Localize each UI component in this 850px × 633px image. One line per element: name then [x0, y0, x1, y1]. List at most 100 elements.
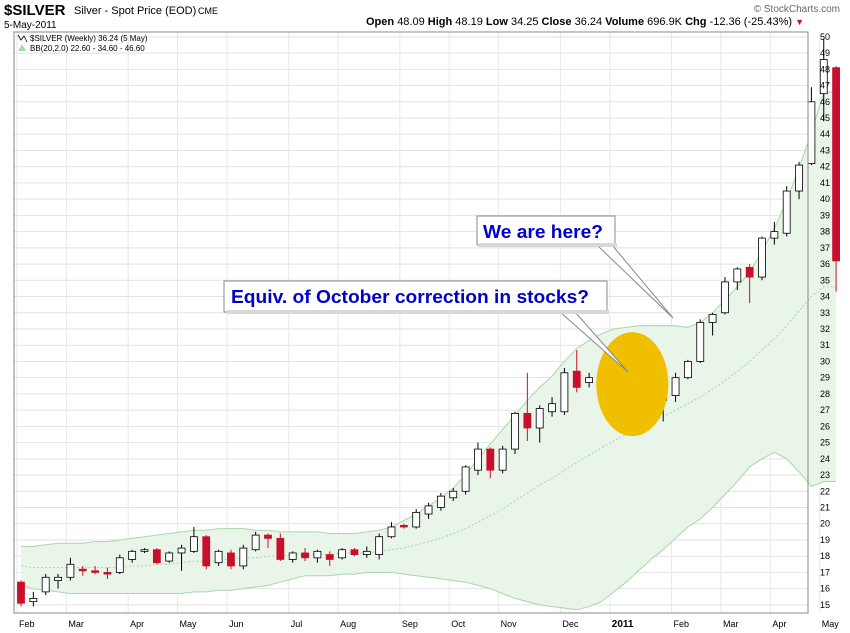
- y-tick-label: 21: [820, 503, 830, 513]
- y-tick-label: 42: [820, 162, 830, 172]
- y-tick-label: 45: [820, 113, 830, 123]
- x-tick-label: Apr: [772, 619, 786, 629]
- callout-equiv-shadow: [226, 310, 609, 314]
- y-tick-label: 24: [820, 454, 830, 464]
- callout-equiv-pointer: [559, 311, 629, 373]
- candle-body: [511, 412, 519, 450]
- candle-body: [115, 557, 124, 573]
- candle-body: [671, 377, 680, 396]
- y-tick-label: 44: [820, 129, 830, 139]
- y-tick-label: 19: [820, 535, 830, 545]
- stockcharts-logo: © StockCharts.com: [753, 4, 840, 15]
- y-tick-label: 29: [820, 373, 830, 383]
- y-tick-label: 49: [820, 48, 830, 58]
- candle-body: [721, 281, 729, 314]
- candle-body: [375, 536, 384, 555]
- y-tick-label: 43: [820, 145, 830, 155]
- candle-body: [325, 554, 334, 560]
- y-tick-label: 37: [820, 243, 830, 253]
- y-tick-label: 41: [820, 178, 830, 188]
- candle-body: [276, 537, 285, 560]
- price-legend-icon: [17, 34, 28, 43]
- x-tick-label: Nov: [501, 619, 518, 629]
- candle-body: [387, 526, 396, 538]
- legend-bb: BB(20,2.0) 22.60 - 34.60 - 46.60: [30, 44, 145, 53]
- candle-body: [461, 466, 470, 492]
- close-value: 36.24: [574, 16, 603, 28]
- candle-body: [585, 377, 593, 383]
- x-tick-label: Feb: [19, 619, 35, 629]
- chart-date: 5-May-2011: [4, 20, 57, 31]
- candle-body: [214, 550, 223, 564]
- candle-body: [313, 550, 322, 559]
- volume-value: 696.9K: [647, 16, 683, 28]
- high-label: High: [427, 16, 453, 28]
- candle-body: [177, 547, 186, 554]
- down-arrow-icon: ▼: [795, 17, 805, 27]
- candle-body: [486, 448, 495, 471]
- x-tick-label: Dec: [562, 619, 579, 629]
- candle-body: [498, 448, 507, 471]
- chg-value: -12.36 (-25.43%): [709, 16, 793, 28]
- callout-here-pointer: [596, 244, 674, 319]
- y-tick-label: 23: [820, 470, 830, 480]
- y-tick-label: 47: [820, 81, 830, 91]
- candle-body: [758, 237, 766, 278]
- candle-body: [523, 412, 532, 429]
- y-tick-label: 39: [820, 210, 830, 220]
- candle-body: [66, 563, 75, 578]
- candle-body: [140, 549, 149, 552]
- x-tick-label: Feb: [674, 619, 690, 629]
- y-tick-label: 20: [820, 519, 830, 529]
- candle-body: [288, 552, 297, 560]
- candle-body: [17, 581, 25, 604]
- candle-body: [264, 534, 272, 539]
- y-tick-label: 38: [820, 227, 830, 237]
- legend-price: $SILVER (Weekly) 36.24 (5 May): [30, 34, 148, 43]
- x-tick-label: Mar: [723, 619, 739, 629]
- y-tick-label: 17: [820, 567, 830, 577]
- close-label: Close: [541, 16, 572, 28]
- callout-here: We are here?: [476, 215, 674, 319]
- candle-body: [807, 101, 816, 164]
- candle-body: [708, 313, 717, 323]
- callout-equiv-box: [223, 280, 608, 313]
- candle-body: [399, 524, 408, 528]
- y-tick-label: 18: [820, 551, 830, 561]
- y-tick-label: 46: [820, 97, 830, 107]
- candle-body: [449, 490, 458, 499]
- candle-body: [103, 572, 112, 575]
- candles: [17, 38, 840, 607]
- plot-frame: [13, 31, 809, 614]
- high-value: 48.19: [455, 16, 483, 28]
- candle-body: [338, 549, 347, 559]
- candle-body: [202, 536, 211, 567]
- candle-body: [350, 549, 359, 555]
- candle-body: [128, 550, 137, 560]
- candle-body: [548, 403, 556, 413]
- candle-body: [819, 59, 828, 95]
- open-label: Open: [366, 16, 395, 28]
- y-tick-label: 32: [820, 324, 830, 334]
- x-axis: Feb Mar Apr May Jun Jul Aug Sep Oct Nov Dec 2011 Feb…: [19, 619, 839, 630]
- y-tick-label: 50: [820, 32, 830, 42]
- candle-body: [474, 448, 482, 471]
- candle-body: [41, 576, 50, 593]
- candle-body: [189, 536, 198, 552]
- bollinger-band: [20, 91, 837, 611]
- candle-body: [696, 322, 705, 362]
- symbol-title: $SILVER: [4, 2, 66, 19]
- candle-body: [29, 597, 38, 603]
- bollinger-fill: [21, 92, 837, 610]
- candle-body: [572, 370, 581, 388]
- y-tick-label: 31: [820, 340, 830, 350]
- callout-here-shadow: [479, 243, 617, 247]
- x-tick-label: Mar: [68, 619, 84, 629]
- candle-body: [152, 549, 161, 564]
- callout-equiv-text: Equiv. of October correction in stocks?: [231, 287, 589, 307]
- bb-legend-icon: [18, 44, 26, 51]
- x-tick-label: 2011: [612, 619, 634, 630]
- candle-body: [91, 570, 99, 573]
- candle-body: [535, 408, 544, 429]
- candle-body: [745, 266, 754, 278]
